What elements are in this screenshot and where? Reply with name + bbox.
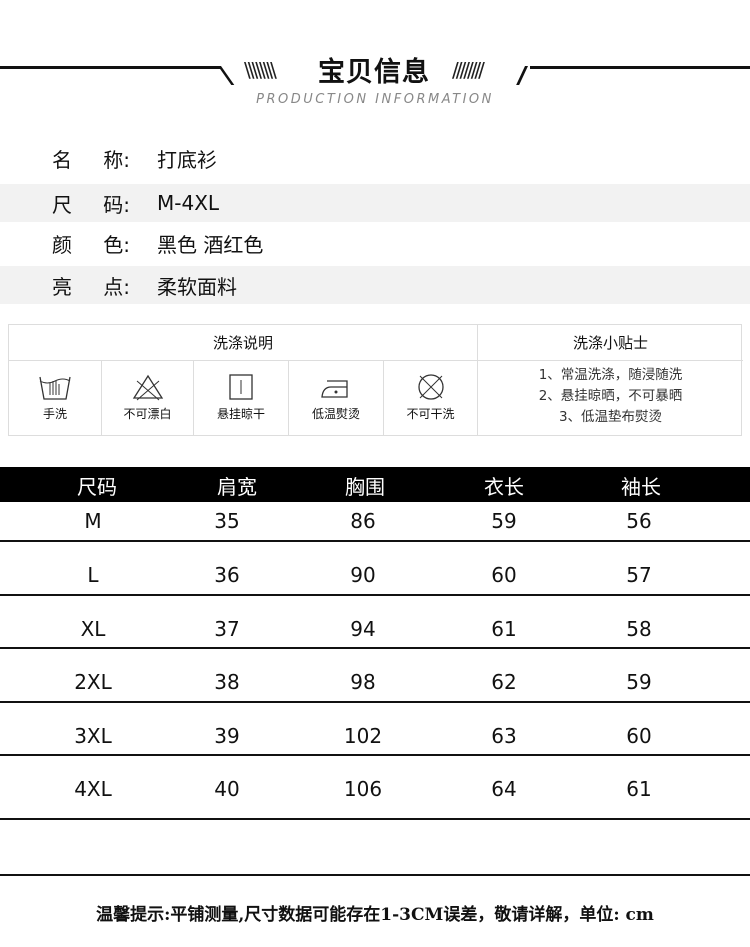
row-divider bbox=[0, 540, 750, 542]
hand-wash-icon bbox=[39, 376, 71, 400]
info-row-highlight: 亮 点: 柔软面料 bbox=[0, 266, 750, 304]
care-item-label: 悬挂晾干 bbox=[216, 407, 265, 421]
col-header: 尺码 bbox=[77, 475, 117, 499]
care-tips-title: 洗涤小贴士 bbox=[478, 325, 743, 361]
table-cell: 40 bbox=[214, 777, 240, 801]
hang-dry-icon bbox=[229, 374, 253, 400]
header-slashes-left: \\\\\\\\ bbox=[244, 58, 277, 82]
table-cell: XL bbox=[80, 617, 106, 641]
care-item: 手洗 bbox=[9, 361, 102, 436]
table-cell: L bbox=[87, 563, 99, 587]
table-cell: 2XL bbox=[74, 670, 112, 694]
care-item: 低温熨烫 bbox=[289, 361, 384, 436]
table-row: 2XL 38 98 62 59 bbox=[0, 670, 750, 724]
table-cell: 90 bbox=[350, 563, 376, 587]
info-value: 黑色 酒红色 bbox=[157, 232, 264, 257]
info-label: 名 bbox=[52, 147, 72, 172]
info-label: 码: bbox=[103, 192, 130, 217]
care-tips: 1、常温洗涤，随浸随洗 2、悬挂晾晒，不可暴晒 3、低温垫布熨烫 bbox=[478, 365, 743, 428]
info-value: M-4XL bbox=[157, 191, 220, 215]
table-row: 3XL 39 102 63 60 bbox=[0, 724, 750, 778]
table-cell: 56 bbox=[626, 509, 652, 533]
table-cell: 38 bbox=[214, 670, 240, 694]
care-item-label: 不可干洗 bbox=[406, 407, 455, 421]
table-cell: 63 bbox=[491, 724, 517, 748]
care-item-label: 不可漂白 bbox=[123, 407, 172, 421]
table-row: M 35 86 59 56 bbox=[0, 509, 750, 563]
info-row-size: 尺 码: M-4XL bbox=[0, 184, 750, 222]
table-cell: 86 bbox=[350, 509, 376, 533]
table-cell: 98 bbox=[350, 670, 376, 694]
table-cell: 61 bbox=[626, 777, 652, 801]
header-line-right-tick bbox=[516, 66, 528, 85]
table-cell: 57 bbox=[626, 563, 652, 587]
care-item: 不可漂白 bbox=[102, 361, 194, 436]
info-label: 点: bbox=[103, 274, 130, 299]
care-item: 不可干洗 bbox=[384, 361, 478, 436]
row-divider bbox=[0, 701, 750, 703]
table-cell: 60 bbox=[491, 563, 517, 587]
care-item: 悬挂晾干 bbox=[194, 361, 289, 436]
table-cell: 62 bbox=[491, 670, 517, 694]
care-item-label: 手洗 bbox=[42, 407, 67, 421]
col-header: 衣长 bbox=[484, 475, 524, 499]
low-iron-icon bbox=[321, 380, 348, 398]
table-row: XL 37 94 61 58 bbox=[0, 617, 750, 671]
info-label: 色: bbox=[103, 232, 130, 257]
row-divider bbox=[0, 594, 750, 596]
size-table-header: 尺码 肩宽 胸围 衣长 袖长 bbox=[0, 467, 750, 502]
table-cell: 36 bbox=[214, 563, 240, 587]
table-cell: 58 bbox=[626, 617, 652, 641]
info-row-name: 名 称: 打底衫 bbox=[0, 139, 750, 177]
table-cell: 102 bbox=[343, 724, 383, 748]
info-value: 柔软面料 bbox=[157, 274, 237, 299]
footer-note: 温馨提示:平铺测量,尺寸数据可能存在1-3CM误差，敬请详解，单位: cm bbox=[96, 905, 654, 925]
page-subtitle: PRODUCTION INFORMATION bbox=[256, 92, 494, 107]
info-row-color: 颜 色: 黑色 酒红色 bbox=[0, 224, 750, 262]
info-value: 打底衫 bbox=[157, 147, 217, 172]
table-cell: 59 bbox=[491, 509, 517, 533]
no-bleach-icon bbox=[132, 374, 163, 401]
table-cell: 59 bbox=[626, 670, 652, 694]
table-cell: 94 bbox=[350, 617, 376, 641]
no-dry-clean-icon bbox=[417, 374, 444, 400]
table-cell: 35 bbox=[214, 509, 240, 533]
row-divider bbox=[0, 818, 750, 820]
header-slashes-right: //////// bbox=[452, 58, 485, 82]
row-divider bbox=[0, 647, 750, 649]
table-cell: 61 bbox=[491, 617, 517, 641]
table-cell: M bbox=[84, 509, 102, 533]
table-cell: 39 bbox=[214, 724, 240, 748]
table-bottom-line bbox=[0, 874, 750, 876]
row-divider bbox=[0, 754, 750, 756]
col-header: 肩宽 bbox=[217, 475, 257, 499]
table-cell: 106 bbox=[343, 777, 383, 801]
care-tip: 3、低温垫布熨烫 bbox=[558, 409, 663, 425]
table-cell: 37 bbox=[214, 617, 240, 641]
care-item-label: 低温熨烫 bbox=[311, 407, 360, 421]
page-title: 宝贝信息 bbox=[318, 57, 430, 88]
care-tip: 1、常温洗涤，随浸随洗 bbox=[538, 367, 683, 383]
header-line-left-tick bbox=[218, 66, 235, 85]
info-label: 颜 bbox=[52, 232, 72, 257]
table-row: 4XL 40 106 64 61 bbox=[0, 777, 750, 831]
care-tip: 2、悬挂晾晒，不可暴晒 bbox=[538, 388, 683, 404]
header-line-right bbox=[530, 66, 750, 69]
care-title: 洗涤说明 bbox=[9, 325, 478, 361]
table-cell: 3XL bbox=[74, 724, 112, 748]
info-label: 亮 bbox=[52, 274, 72, 299]
header-line-left bbox=[0, 66, 220, 69]
info-label: 尺 bbox=[52, 192, 72, 217]
table-cell: 4XL bbox=[74, 777, 112, 801]
col-header: 袖长 bbox=[621, 475, 661, 499]
table-cell: 64 bbox=[491, 777, 517, 801]
table-row: L 36 90 60 57 bbox=[0, 563, 750, 617]
info-label: 称: bbox=[103, 147, 130, 172]
care-panel: 洗涤说明 洗涤小贴士 手洗 不可漂白 悬挂晾干 低温熨烫 不可干洗 1、常温洗涤… bbox=[8, 324, 743, 436]
table-cell: 60 bbox=[626, 724, 652, 748]
col-header: 胸围 bbox=[345, 475, 385, 499]
